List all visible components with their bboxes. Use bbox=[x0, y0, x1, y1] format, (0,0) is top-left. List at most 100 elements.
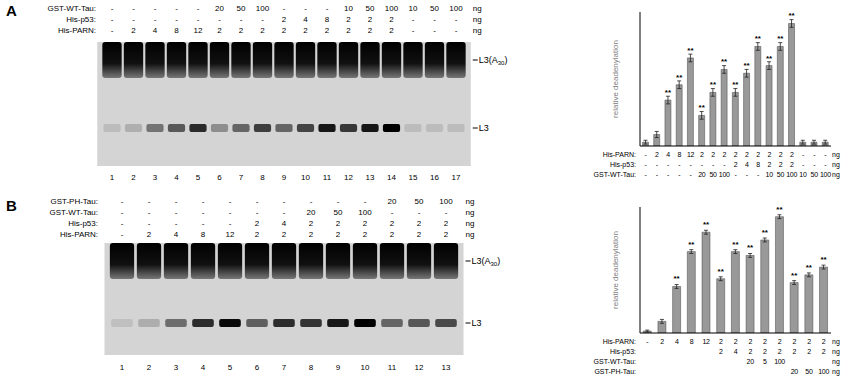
svg-text:14: 14 bbox=[387, 173, 396, 182]
svg-text:L3(A30): L3(A30) bbox=[479, 55, 508, 66]
svg-text:20: 20 bbox=[747, 358, 755, 365]
svg-text:-: - bbox=[364, 197, 367, 206]
svg-text:100: 100 bbox=[820, 171, 831, 178]
svg-text:GST-WT-Tau:: GST-WT-Tau: bbox=[48, 4, 96, 13]
svg-text:**: ** bbox=[673, 274, 680, 283]
svg-text:**: ** bbox=[791, 271, 798, 280]
svg-text:-: - bbox=[121, 219, 124, 228]
svg-text:relative deadenylation: relative deadenylation bbox=[611, 231, 620, 309]
svg-text:-: - bbox=[813, 161, 816, 168]
svg-text:6: 6 bbox=[217, 173, 222, 182]
svg-text:2: 2 bbox=[807, 348, 811, 355]
svg-text:2: 2 bbox=[734, 161, 738, 168]
svg-text:2: 2 bbox=[363, 230, 368, 239]
svg-text:12: 12 bbox=[344, 173, 353, 182]
svg-text:2: 2 bbox=[282, 230, 287, 239]
svg-text:-: - bbox=[121, 230, 124, 239]
svg-text:His-PARN:: His-PARN: bbox=[603, 151, 636, 158]
svg-text:-: - bbox=[202, 219, 205, 228]
svg-text:2: 2 bbox=[779, 161, 783, 168]
svg-text:20: 20 bbox=[388, 197, 397, 206]
svg-text:ng: ng bbox=[832, 161, 840, 169]
svg-text:**: ** bbox=[806, 263, 813, 272]
svg-text:2: 2 bbox=[389, 15, 394, 24]
svg-text:-: - bbox=[197, 15, 200, 24]
svg-text:-: - bbox=[455, 26, 458, 35]
svg-text:**: ** bbox=[755, 34, 762, 43]
svg-text:2: 2 bbox=[655, 151, 659, 158]
svg-text:8: 8 bbox=[678, 151, 682, 158]
svg-text:**: ** bbox=[788, 11, 795, 20]
svg-text:50: 50 bbox=[237, 4, 246, 13]
svg-text:2: 2 bbox=[389, 26, 394, 35]
svg-text:8: 8 bbox=[756, 161, 760, 168]
svg-text:2: 2 bbox=[700, 151, 704, 158]
svg-text:**: ** bbox=[820, 255, 827, 264]
svg-text:15: 15 bbox=[409, 173, 418, 182]
svg-text:2: 2 bbox=[790, 151, 794, 158]
svg-text:-: - bbox=[175, 4, 178, 13]
svg-text:6: 6 bbox=[255, 363, 260, 372]
svg-text:relative deadenylation: relative deadenylation bbox=[611, 40, 620, 118]
svg-text:**: ** bbox=[777, 34, 784, 43]
svg-text:**: ** bbox=[687, 46, 694, 55]
svg-text:50: 50 bbox=[811, 171, 819, 178]
svg-text:2: 2 bbox=[417, 230, 422, 239]
svg-text:2: 2 bbox=[282, 26, 287, 35]
svg-text:ng: ng bbox=[832, 171, 840, 179]
svg-text:2: 2 bbox=[131, 26, 136, 35]
svg-text:2: 2 bbox=[346, 26, 351, 35]
svg-text:7: 7 bbox=[282, 363, 287, 372]
svg-text:ng: ng bbox=[832, 338, 840, 346]
svg-text:-: - bbox=[197, 4, 200, 13]
svg-text:-: - bbox=[111, 15, 114, 24]
svg-text:4: 4 bbox=[675, 338, 679, 345]
svg-text:-: - bbox=[132, 4, 135, 13]
svg-text:**: ** bbox=[732, 240, 739, 249]
svg-text:ng: ng bbox=[473, 26, 482, 35]
svg-text:12: 12 bbox=[194, 26, 203, 35]
svg-text:-: - bbox=[824, 151, 827, 158]
svg-text:2: 2 bbox=[282, 15, 287, 24]
svg-text:**: ** bbox=[732, 80, 739, 89]
svg-text:His-PARN:: His-PARN: bbox=[58, 26, 96, 35]
svg-text:12: 12 bbox=[226, 230, 235, 239]
svg-text:-: - bbox=[746, 171, 749, 178]
svg-text:12: 12 bbox=[703, 338, 711, 345]
svg-text:-: - bbox=[678, 161, 681, 168]
svg-text:50: 50 bbox=[430, 4, 439, 13]
svg-text:20: 20 bbox=[698, 171, 706, 178]
svg-text:2: 2 bbox=[363, 219, 368, 228]
svg-text:100: 100 bbox=[439, 197, 453, 206]
svg-text:-: - bbox=[678, 171, 681, 178]
svg-text:2: 2 bbox=[745, 151, 749, 158]
svg-text:2: 2 bbox=[336, 219, 341, 228]
svg-text:**: ** bbox=[776, 205, 783, 214]
svg-text:-: - bbox=[304, 4, 307, 13]
svg-text:2: 2 bbox=[748, 348, 752, 355]
svg-text:ng: ng bbox=[832, 348, 840, 356]
svg-text:10: 10 bbox=[766, 171, 774, 178]
svg-text:-: - bbox=[645, 151, 648, 158]
svg-text:8: 8 bbox=[260, 173, 265, 182]
svg-text:-: - bbox=[433, 26, 436, 35]
svg-text:-: - bbox=[418, 208, 421, 217]
svg-text:50: 50 bbox=[415, 197, 424, 206]
svg-text:2: 2 bbox=[719, 338, 723, 345]
svg-text:2: 2 bbox=[255, 230, 260, 239]
svg-text:2: 2 bbox=[822, 338, 826, 345]
svg-text:ng: ng bbox=[466, 197, 475, 206]
svg-text:2: 2 bbox=[763, 348, 767, 355]
svg-text:50: 50 bbox=[334, 208, 343, 217]
svg-text:11: 11 bbox=[388, 363, 397, 372]
svg-text:2: 2 bbox=[767, 151, 771, 158]
svg-text:**: ** bbox=[762, 228, 769, 237]
svg-text:B: B bbox=[6, 197, 17, 214]
svg-text:-: - bbox=[121, 197, 124, 206]
svg-text:-: - bbox=[283, 4, 286, 13]
svg-text:4: 4 bbox=[734, 348, 738, 355]
svg-text:10: 10 bbox=[344, 4, 353, 13]
svg-text:9: 9 bbox=[282, 173, 287, 182]
svg-text:2: 2 bbox=[748, 338, 752, 345]
svg-text:4: 4 bbox=[174, 230, 179, 239]
